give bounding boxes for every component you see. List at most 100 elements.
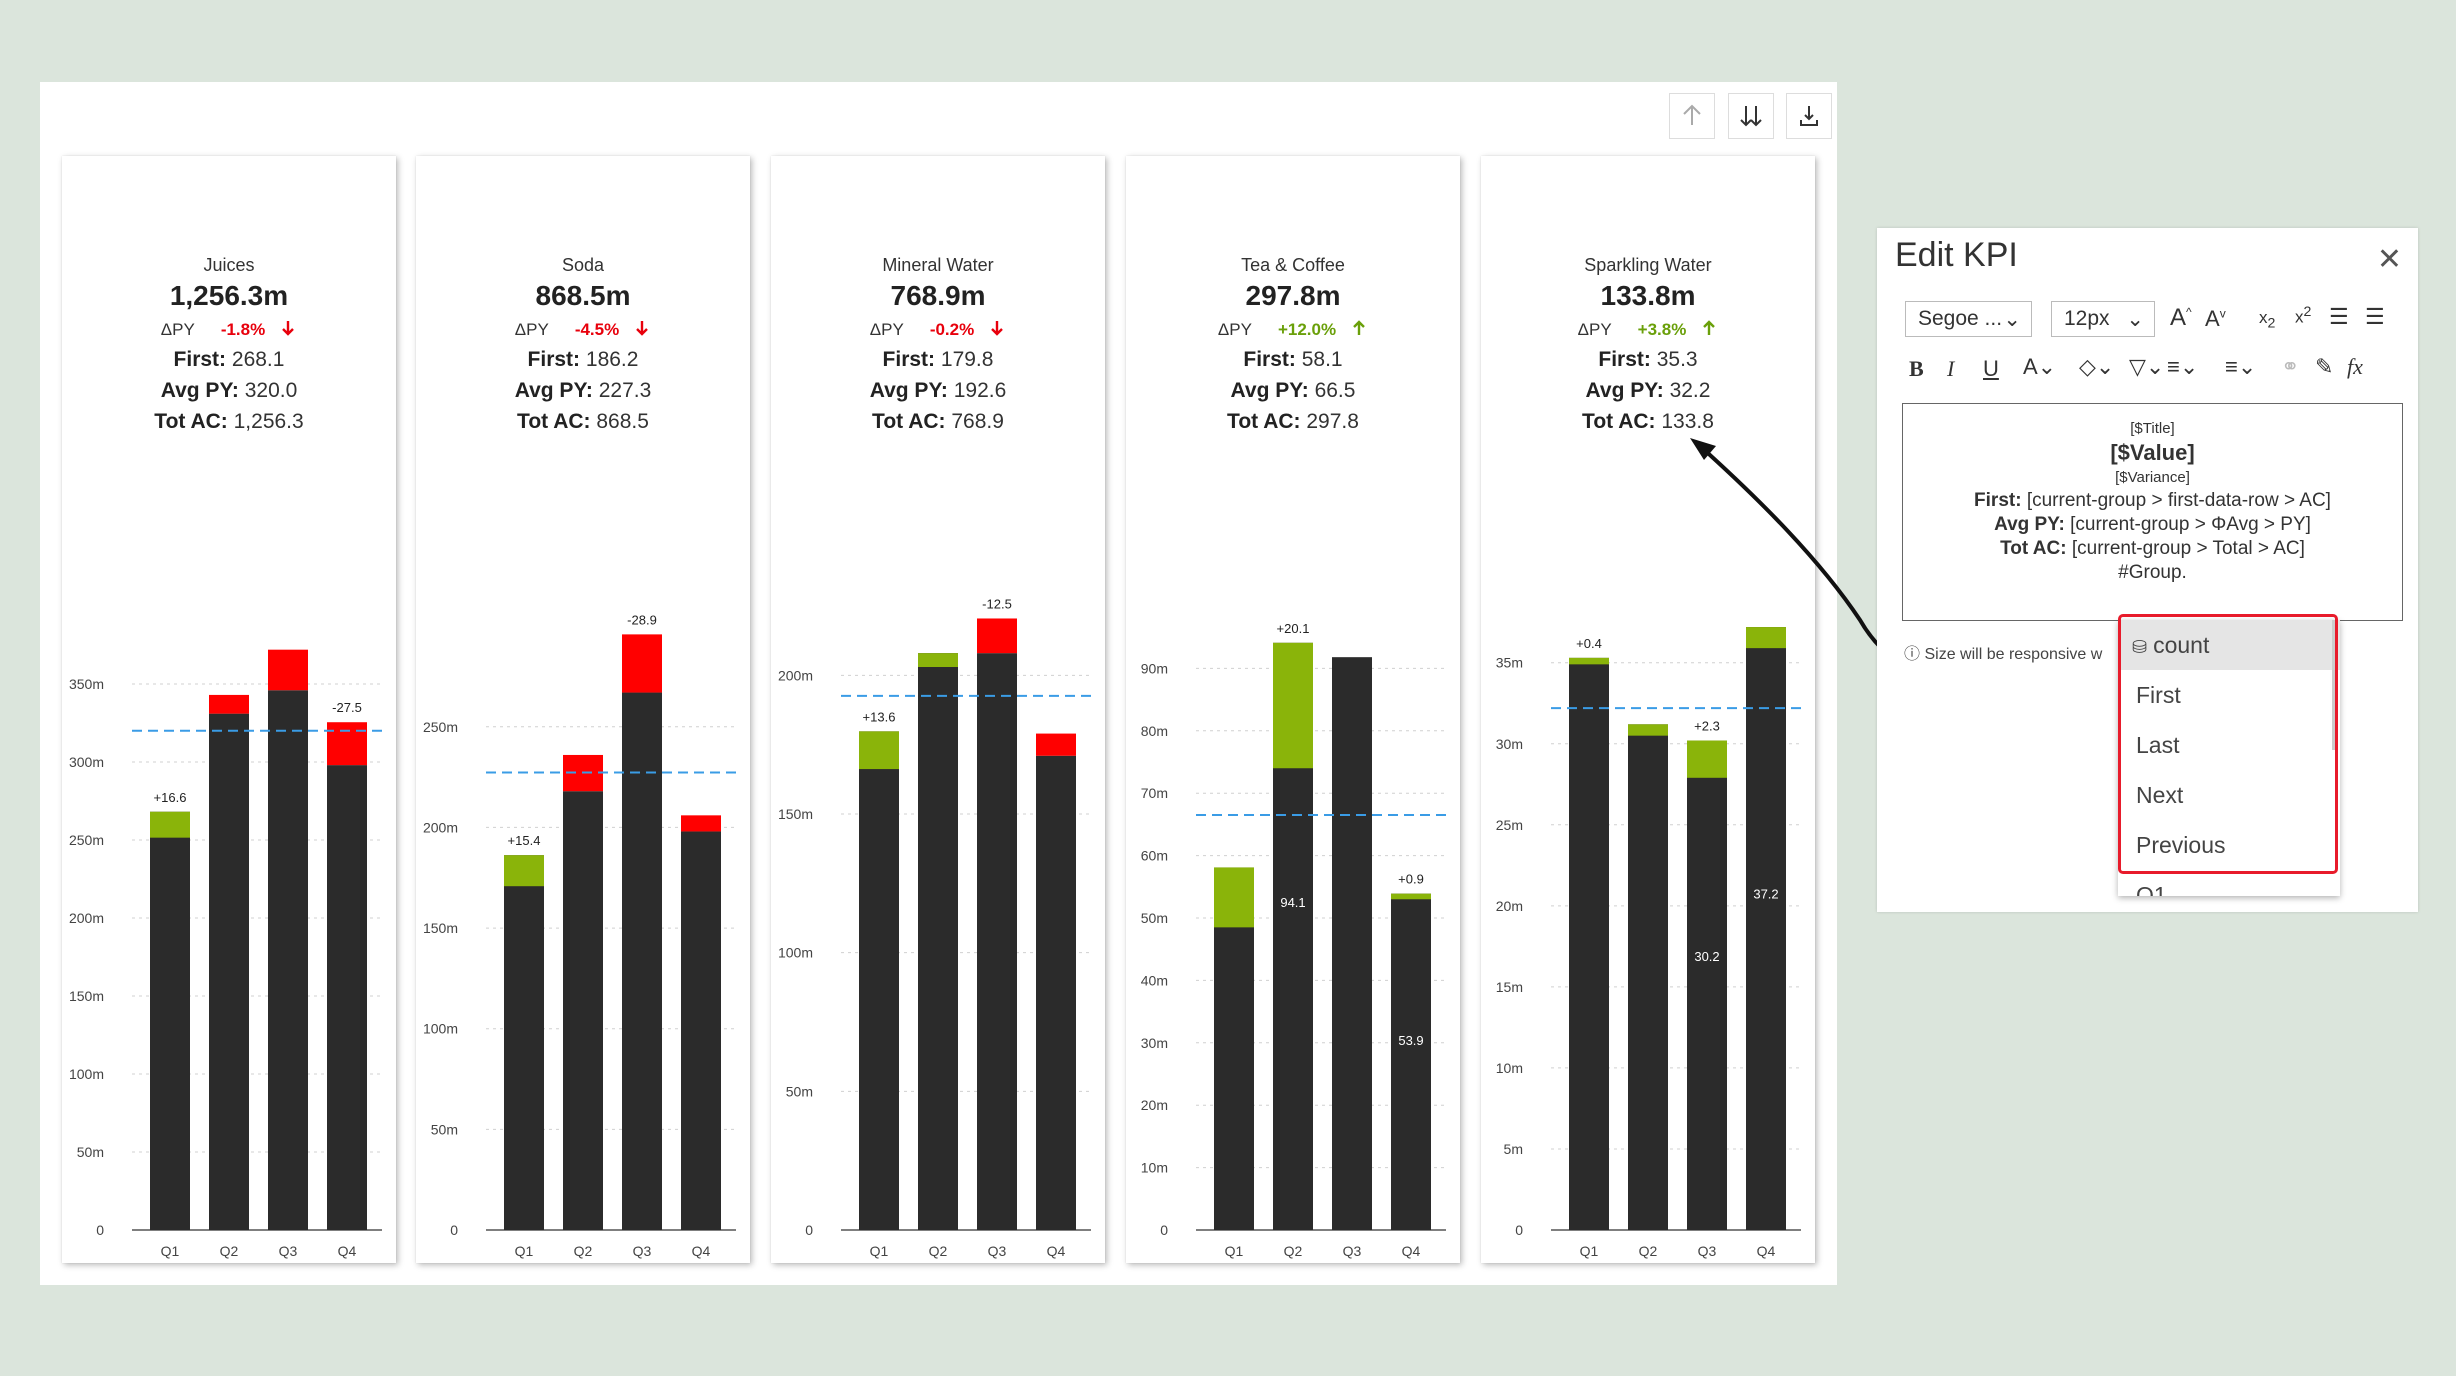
variance-value: +3.8% [1637,320,1687,339]
highlight-icon[interactable]: ◇⌄ [2079,354,2115,379]
increase-bar [918,653,958,668]
kpi-card[interactable]: Juices 1,256.3m ΔPY -1.8% First: 268.1 Av… [62,156,396,1263]
kpi-card[interactable]: Soda 868.5m ΔPY -4.5% First: 186.2 Avg PY… [416,156,750,1263]
actual-bar [918,653,958,1230]
decrease-bar [327,722,367,766]
x-tick-label: Q1 [870,1243,889,1259]
y-tick-label: 25m [1496,817,1523,833]
font-color-icon[interactable]: A⌄ [2023,354,2057,379]
arrow-down-icon [265,320,297,339]
value-placeholder: [$Value] [2110,440,2195,465]
avg-py-row: Avg PY: 66.5 [1126,375,1460,406]
highlight-outline [2118,614,2338,874]
variance-row: ΔPY +12.0% [1126,316,1460,344]
menu-item-label: count [2153,632,2210,658]
font-size-dropdown[interactable]: 12px ⌄ [2051,301,2155,337]
tot-ac-value: 133.8 [1661,410,1714,433]
y-tick-label: 0 [96,1222,104,1238]
y-tick-label: 5m [1504,1141,1523,1157]
card-title: Mineral Water [882,255,994,275]
line-spacing-icon[interactable]: ≡⌄ [2225,354,2257,379]
numbered-list-icon[interactable]: ☰ [2329,304,2349,329]
link-icon[interactable]: ⚭ [2281,354,2300,379]
sort-down-icon[interactable] [1728,93,1774,139]
arrow-down-icon [974,320,1006,339]
variance-label: +20.1 [1277,621,1310,636]
hierarchy-icon[interactable] [1786,93,1832,139]
function-icon[interactable]: fx [2347,354,2363,379]
menu-item-first[interactable]: First [2136,682,2181,708]
increase-bar [1746,627,1786,649]
align-icon[interactable]: ≡⌄ [2167,354,2199,379]
kpi-card[interactable]: Sparkling Water 133.8m ΔPY +3.8% First: 3… [1481,156,1815,1263]
title-placeholder: [$Title] [2130,420,2175,437]
chevron-down-icon: ⌄ [2003,307,2021,331]
x-tick-label: Q1 [1225,1243,1244,1259]
y-tick-label: 10m [1141,1160,1168,1176]
font-family-dropdown[interactable]: Segoe ... ⌄ [1905,301,2032,337]
card-title: Soda [561,255,605,275]
increase-font-icon[interactable]: A^ [2170,304,2192,331]
pen-icon[interactable]: ✎ [2315,354,2334,379]
actual-bar [1332,657,1372,1230]
bar-chart: 0 50m 100m 150m 200m 250m +15.4 Q1 Q2 -28.9 Q3 Q4 [423,612,736,1259]
menu-item-last[interactable]: Last [2136,732,2180,758]
decrease-bar [1036,733,1076,756]
actual-bar [681,831,721,1230]
first-row: First: 35.3 [1481,344,1815,375]
dpy-label: ΔPY [1577,320,1612,339]
superscript-icon[interactable]: x2 [2295,304,2312,327]
kpi-header: Mineral Water 768.9m ΔPY -0.2% First: 179… [771,252,1105,437]
y-tick-label: 200m [778,667,813,683]
filter-icon[interactable]: ▽⌄ [2129,354,2165,379]
italic-icon[interactable]: I [1947,356,1955,381]
autocomplete-menu[interactable]: ⛁ count First Last Next Previous Q1 [2118,620,2340,896]
close-icon[interactable]: ✕ [2376,243,2402,276]
decrease-bar [209,694,249,714]
panel-title: Edit KPI [1895,236,2018,274]
subscript-icon[interactable]: x2 [2259,308,2276,332]
tot-expression-label: Tot AC: [2000,538,2067,559]
tot-ac-row: Tot AC: 133.8 [1481,406,1815,437]
y-tick-label: 15m [1496,979,1523,995]
actual-bar [859,731,899,1230]
responsive-note-text: Size will be responsive w [1924,646,2103,663]
first-row: First: 186.2 [416,344,750,375]
variance-value: +12.0% [1277,320,1337,339]
tot-ac-row: Tot AC: 768.9 [771,406,1105,437]
kpi-card[interactable]: Tea & Coffee 297.8m ΔPY +12.0% First: 58.… [1126,156,1460,1263]
first-value: 186.2 [585,348,639,371]
arrow-up-icon[interactable] [1669,93,1715,139]
bar-value-label: 30.2 [1694,949,1719,964]
avg-py-row: Avg PY: 192.6 [771,375,1105,406]
bar-chart: 0 50m 100m 150m 200m +13.6 Q1 Q2 -12.5 Q3 Q4 [778,596,1091,1259]
y-tick-label: 0 [1160,1222,1168,1238]
x-tick-label: Q2 [1639,1243,1658,1259]
increase-bar [1628,724,1668,736]
menu-item-count[interactable]: ⛁ count [2118,620,2340,670]
menu-item-next[interactable]: Next [2136,782,2184,808]
y-tick-label: 70m [1141,785,1168,801]
variance-value: -4.5% [574,320,620,339]
first-expression-value: [current-group > first-data-row > AC] [2026,490,2331,511]
decrease-font-icon[interactable]: Av [2205,306,2226,331]
y-tick-label: 80m [1141,723,1168,739]
bar-value-label: 53.9 [1398,1033,1423,1048]
x-tick-label: Q4 [338,1243,357,1259]
kpi-card[interactable]: Mineral Water 768.9m ΔPY -0.2% First: 179… [771,156,1105,1263]
y-tick-label: 0 [805,1222,813,1238]
bold-icon[interactable]: B [1909,356,1924,381]
menu-item-q1[interactable]: Q1 [2136,882,2167,896]
avg-py-row: Avg PY: 320.0 [62,375,396,406]
kpi-template-editor[interactable]: [$Title] [$Value] [$Variance] First: [cu… [1902,403,2403,621]
first-expression: First: [current-group > first-data-row >… [1903,490,2402,512]
bulleted-list-icon[interactable]: ☰ [2365,304,2385,329]
actual-bar [150,811,190,1230]
y-tick-label: 350m [69,676,104,692]
font-family-value: Segoe ... [1918,307,2003,330]
menu-item-previous[interactable]: Previous [2136,832,2226,858]
tot-ac-row: Tot AC: 868.5 [416,406,750,437]
underline-icon[interactable]: U [1983,356,1999,381]
dpy-label: ΔPY [160,320,195,339]
card-value: 297.8m [1245,280,1341,311]
